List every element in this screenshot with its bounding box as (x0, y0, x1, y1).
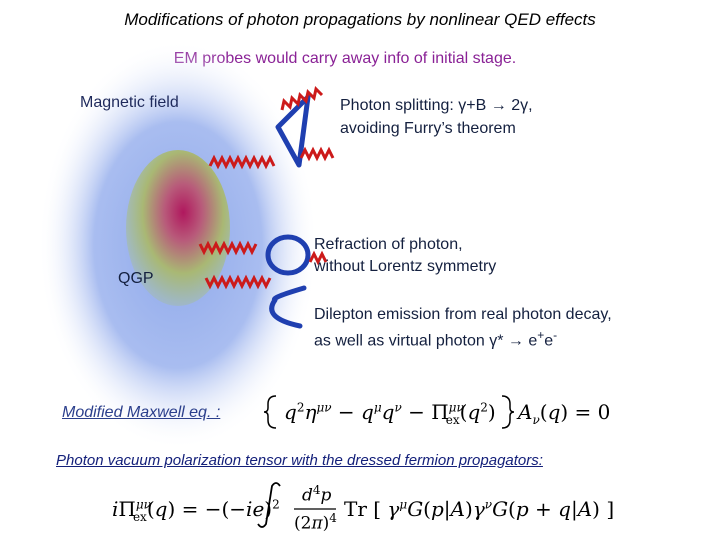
dilepton-incoming-photon (204, 274, 272, 290)
maxwell-equation-rhs: Aν(q) = 0 (518, 400, 611, 427)
splitting-line-2: avoiding Furry’s theorem (340, 120, 516, 137)
magnetic-field-label: Magnetic field (80, 94, 179, 111)
qgp-region (126, 150, 230, 306)
dilepton-line-2: as well as virtual photon γ* → e+e- (314, 328, 557, 350)
integral-sign (257, 482, 281, 528)
slide-title: Modifications of photon propagations by … (124, 10, 596, 29)
electron-symbol: e (544, 332, 554, 350)
polarization-equation-lhs: iΠμνex(q) = −(−ie)2 (112, 497, 280, 524)
maxwell-open-brace (263, 395, 277, 429)
splitting-outgoing-photon-2 (299, 146, 335, 162)
splitting-line-1: Photon splitting: γ+B → 2γ, (340, 97, 533, 114)
refraction-line-2: without Lorentz symmetry (314, 258, 497, 275)
integrand-numerator: d4p (302, 483, 332, 506)
refraction-outgoing-photon (308, 250, 328, 266)
positron-charge: + (537, 328, 545, 342)
refraction-loop (265, 234, 311, 276)
splitting-outgoing-photon-1 (280, 86, 324, 111)
maxwell-label: Modified Maxwell eq. : (62, 404, 221, 421)
polarization-label: Photon vacuum polarization tensor with t… (56, 452, 543, 469)
dilepton-line-2-prefix: as well as virtual photon γ* → e (314, 332, 538, 350)
splitting-incoming-photon (208, 154, 276, 170)
splitting-triangle-loop (275, 94, 311, 168)
refraction-line-1: Refraction of photon, (314, 236, 463, 253)
electron-charge: - (553, 328, 558, 342)
maxwell-equation: q2ημν − qμqν − Πμνex(q2) (284, 400, 496, 427)
dilepton-lepton-lines (269, 285, 307, 329)
refraction-incoming-photon (198, 240, 258, 256)
dilepton-line-1: Dilepton emission from real photon decay… (314, 306, 612, 323)
maxwell-close-brace (501, 395, 515, 429)
qgp-label: QGP (118, 270, 154, 287)
polarization-equation-trace: Tr [ γμG(p|A)γνG(p + q|A) ] (344, 497, 615, 521)
integrand-denominator: (2π)4 (294, 511, 337, 534)
slide-subtitle: EM probes would carry away info of initi… (173, 50, 517, 67)
